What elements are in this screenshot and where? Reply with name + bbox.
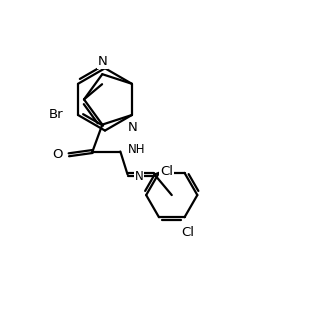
- Text: NH: NH: [128, 143, 145, 156]
- Text: N: N: [135, 170, 144, 182]
- Text: Br: Br: [49, 109, 63, 121]
- Text: N: N: [97, 55, 107, 68]
- Text: Cl: Cl: [160, 165, 173, 178]
- Text: Cl: Cl: [181, 226, 194, 239]
- Text: O: O: [52, 148, 63, 161]
- Text: N: N: [128, 120, 137, 134]
